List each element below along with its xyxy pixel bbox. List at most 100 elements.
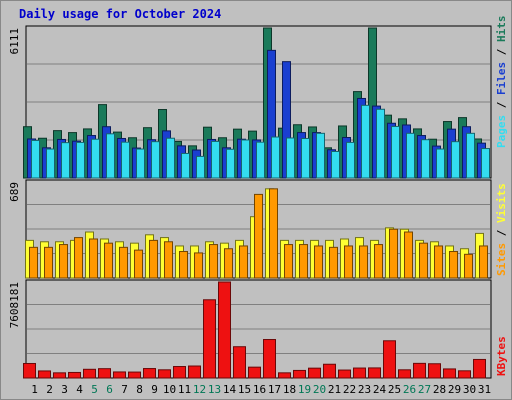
bar-kbytes-day-29 <box>443 368 456 379</box>
bar-pages-day-15 <box>241 139 250 179</box>
x-tick-label-day-29: 29 <box>448 383 461 396</box>
x-tick-label-day-4: 4 <box>76 383 83 396</box>
legend-pages: Pages <box>495 115 508 148</box>
x-tick-label-day-19: 19 <box>298 383 311 396</box>
bar-sites-day-27 <box>419 242 428 279</box>
bar-kbytes-day-14 <box>218 281 231 379</box>
bar-pages-day-30 <box>466 132 475 179</box>
bar-pages-day-23 <box>361 104 370 179</box>
x-tick-label-day-30: 30 <box>463 383 476 396</box>
x-tick-label-day-17: 17 <box>268 383 281 396</box>
bar-kbytes-day-16 <box>248 366 261 379</box>
bar-pages-day-31 <box>481 148 490 179</box>
bar-sites-day-13 <box>209 244 218 279</box>
bar-sites-day-25 <box>389 228 398 279</box>
x-tick-label-day-28: 28 <box>433 383 446 396</box>
bar-pages-day-28 <box>436 148 445 179</box>
x-tick-label-day-9: 9 <box>151 383 158 396</box>
bar-sites-day-16 <box>254 193 263 279</box>
x-tick-label-day-6: 6 <box>106 383 113 396</box>
x-tick-label-day-7: 7 <box>121 383 128 396</box>
legend-files: Files <box>495 62 508 95</box>
bar-pages-day-7 <box>121 141 130 179</box>
legend-top-panel: Pages / Files / Hits <box>495 16 508 149</box>
bar-kbytes-day-27 <box>413 362 426 379</box>
bar-pages-day-5 <box>91 138 100 179</box>
bar-kbytes-day-26 <box>398 369 411 379</box>
bar-pages-day-27 <box>421 139 430 179</box>
legend-bottom-panel: KBytes <box>495 336 508 376</box>
bar-pages-day-2 <box>46 148 55 179</box>
y-max-label-pages-files-hits: 6111 <box>8 28 21 55</box>
legend-hits: Hits <box>495 16 508 43</box>
bar-kbytes-day-6 <box>98 368 111 379</box>
bar-pages-day-13 <box>211 140 220 179</box>
bar-kbytes-day-30 <box>458 370 471 379</box>
bar-pages-day-20 <box>316 132 325 179</box>
bar-sites-day-14 <box>224 248 233 279</box>
x-tick-label-day-26: 26 <box>403 383 416 396</box>
bar-sites-day-2 <box>44 246 53 279</box>
bar-pages-day-4 <box>76 141 85 179</box>
bar-sites-day-18 <box>284 244 293 279</box>
bar-pages-day-1 <box>31 139 40 179</box>
bar-kbytes-day-10 <box>158 369 171 379</box>
bar-kbytes-day-8 <box>128 371 141 379</box>
bar-sites-day-28 <box>434 245 443 279</box>
legend-separator: / <box>495 95 508 115</box>
bar-kbytes-day-15 <box>233 346 246 379</box>
chart-title: Daily usage for October 2024 <box>19 7 222 21</box>
bar-kbytes-day-22 <box>338 369 351 379</box>
bar-pages-day-25 <box>391 125 400 179</box>
bar-sites-day-4 <box>74 237 83 279</box>
bar-pages-day-9 <box>151 141 160 179</box>
bar-pages-day-21 <box>331 150 340 179</box>
bar-pages-day-3 <box>61 142 70 179</box>
bar-kbytes-day-18 <box>278 372 291 379</box>
bar-sites-day-31 <box>479 245 488 279</box>
bar-kbytes-day-12 <box>188 365 201 379</box>
x-tick-label-day-13: 13 <box>208 383 221 396</box>
bar-sites-day-10 <box>164 241 173 279</box>
bar-kbytes-day-24 <box>368 367 381 379</box>
bar-kbytes-day-20 <box>308 367 321 379</box>
bar-sites-day-1 <box>29 246 38 279</box>
x-tick-label-day-20: 20 <box>313 383 326 396</box>
bar-pages-day-24 <box>376 108 385 179</box>
bar-pages-day-8 <box>136 148 145 179</box>
bar-sites-day-8 <box>134 249 143 279</box>
bar-sites-day-19 <box>299 244 308 279</box>
x-tick-label-day-23: 23 <box>358 383 371 396</box>
bar-kbytes-day-31 <box>473 358 486 379</box>
bar-pages-day-11 <box>181 152 190 179</box>
bar-pages-day-17 <box>271 136 280 179</box>
bar-pages-day-12 <box>196 155 205 179</box>
bar-sites-day-21 <box>329 246 338 279</box>
bar-sites-day-12 <box>194 252 203 279</box>
bar-kbytes-day-21 <box>323 363 336 379</box>
bar-pages-day-29 <box>451 141 460 179</box>
bar-kbytes-day-2 <box>38 370 51 379</box>
bar-kbytes-day-4 <box>68 371 81 379</box>
bar-sites-day-23 <box>359 245 368 279</box>
bar-sites-day-24 <box>374 244 383 279</box>
bar-kbytes-day-1 <box>23 362 36 379</box>
x-tick-label-day-1: 1 <box>31 383 38 396</box>
bar-sites-day-7 <box>119 246 128 279</box>
bar-pages-day-26 <box>406 132 415 179</box>
bar-sites-day-5 <box>89 238 98 279</box>
x-tick-label-day-24: 24 <box>373 383 387 396</box>
bar-kbytes-day-13 <box>203 299 216 379</box>
bar-sites-day-17 <box>269 188 278 279</box>
x-tick-label-day-31: 31 <box>478 383 491 396</box>
legend-kbytes: KBytes <box>495 336 508 376</box>
legend-visits: Visits <box>495 183 508 223</box>
y-max-label-kbytes: 7608181 <box>8 282 21 328</box>
bar-sites-day-20 <box>314 245 323 279</box>
bar-kbytes-day-3 <box>53 372 66 379</box>
x-tick-label-day-16: 16 <box>253 383 266 396</box>
bar-kbytes-day-5 <box>83 368 96 379</box>
legend-separator: / <box>495 42 508 62</box>
